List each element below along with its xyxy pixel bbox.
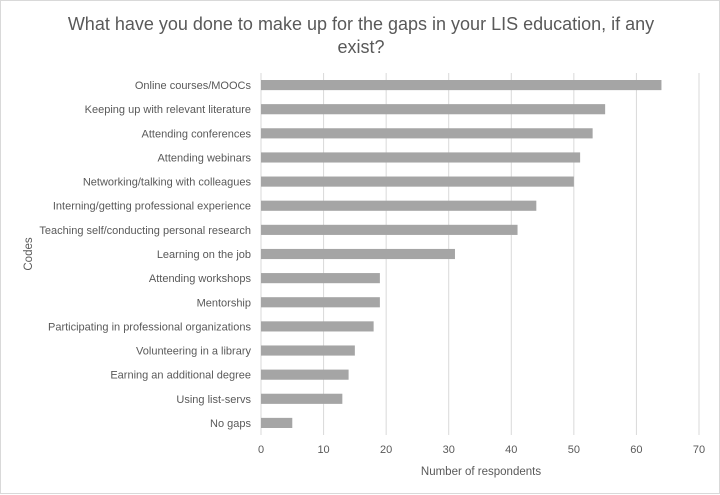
category-label: Participating in professional organizati… [48,321,252,333]
category-label: Online courses/MOOCs [135,80,252,92]
category-label: Attending workshops [149,273,252,285]
x-tick-labels: 0 10 20 30 40 50 60 70 [258,444,705,456]
bar-14 [261,417,293,429]
bar-10 [261,321,374,332]
bar-4 [261,176,574,187]
bar-3 [261,152,581,163]
y-axis-title: Codes [23,237,35,270]
x-tick-label: 0 [258,444,264,456]
bar-8 [261,273,380,284]
chart-title-line-2: exist? [337,37,384,57]
category-label: No gaps [210,418,251,430]
x-tick-label: 70 [693,444,705,456]
bar-1 [261,104,606,115]
category-label: Using list-servs [176,394,251,406]
bar-6 [261,224,518,235]
bar-12 [261,369,349,380]
bar-2 [261,128,593,139]
category-label: Earning an additional degree [110,370,251,382]
bar-0 [261,79,662,91]
category-label: Keeping up with relevant literature [85,104,251,116]
x-tick-label: 50 [568,444,580,456]
bar-13 [261,393,343,404]
category-label: Networking/talking with colleagues [83,177,252,189]
x-tick-label: 10 [317,444,329,456]
x-tick-label: 40 [505,444,517,456]
bar-7 [261,248,455,260]
category-label: Attending conferences [142,128,252,140]
category-label: Learning on the job [157,249,251,261]
category-label: Teaching self/conducting personal resear… [39,225,251,237]
chart-title-line-1: What have you done to make up for the ga… [68,14,654,34]
x-tick-label: 20 [380,444,392,456]
category-label: Mentorship [197,297,251,309]
category-label: Volunteering in a library [136,346,251,358]
bar-11 [261,345,355,356]
category-label: Attending webinars [157,152,251,164]
bar-9 [261,297,380,308]
x-tick-label: 30 [443,444,455,456]
category-label: Interning/getting professional experienc… [53,201,251,213]
category-labels: Online courses/MOOCs Keeping up with rele… [39,80,251,430]
x-axis-title: Number of respondents [421,466,541,478]
x-tick-label: 60 [630,444,642,456]
bar-5 [261,200,537,211]
bars [261,79,662,429]
